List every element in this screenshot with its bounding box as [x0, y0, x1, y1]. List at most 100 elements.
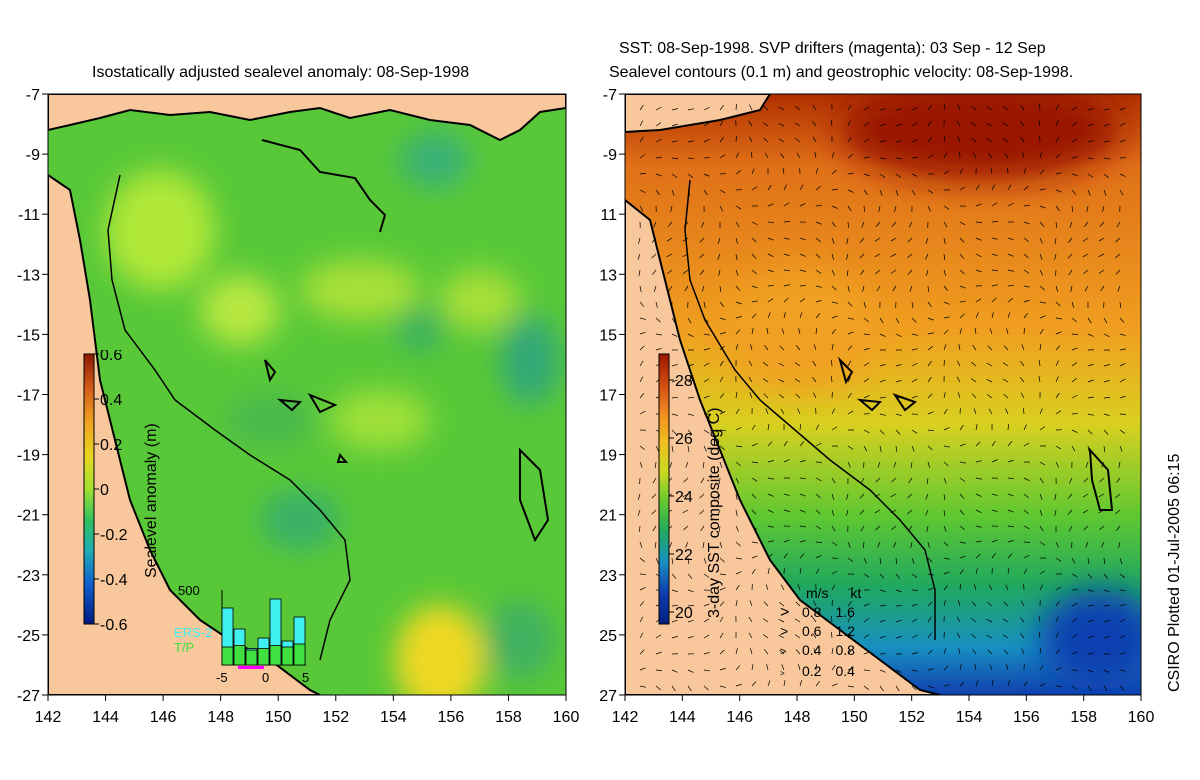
velocity-legend-ms: 0.2 [802, 663, 822, 679]
colorbar-tick-label: 0.2 [100, 437, 122, 454]
lat-tick-label: -25 [600, 628, 617, 645]
lon-tick-label: 160 [1128, 709, 1155, 726]
lon-tick-label: 148 [784, 709, 811, 726]
lon-tick-label: 156 [1013, 709, 1040, 726]
colorbar-tick-label: 20 [675, 605, 693, 622]
right-lon-ticks: 142 144 146 148 150 152 154 156 158 160 [612, 695, 1155, 726]
left-map-body [48, 94, 566, 695]
lat-tick-label: -13 [17, 267, 40, 284]
colorbar-tick-label: 0 [100, 482, 109, 499]
right-shelf-edge [684, 179, 936, 640]
lat-tick-label: -19 [17, 448, 40, 465]
velocity-legend-ms: 0.6 [802, 623, 822, 639]
lon-tick-label: 144 [669, 709, 696, 726]
lon-tick-label: 156 [438, 709, 465, 726]
lon-tick-label: 152 [322, 709, 349, 726]
inset-xtick: 5 [302, 670, 309, 685]
shelf-edge-line [107, 174, 351, 661]
altimeter-inset-histogram: 500 ERS-2 T/P -5 0 5 [174, 583, 309, 685]
australia-land [48, 173, 321, 695]
lat-tick-label: -11 [600, 207, 617, 224]
velocity-legend-header-kt: kt [850, 585, 862, 601]
sealevel-colorbar: 0.6 0.4 0.2 0 -0.2 -0.4 -0.6 [83, 350, 128, 630]
arrow-glyph-icon: > [780, 669, 785, 678]
colorbar-tick-label: -0.2 [100, 527, 128, 544]
velocity-legend-kt: 1.6 [835, 604, 855, 620]
arrow-glyph-icon: > [780, 623, 789, 639]
colorbar-tick-label: 24 [675, 489, 693, 506]
colorbar-tick-label: -0.6 [100, 617, 128, 630]
lon-tick-label: 146 [150, 709, 177, 726]
lat-tick-label: -21 [17, 508, 40, 525]
left-lon-ticks: 142 144 146 148 150 152 154 156 158 160 [35, 695, 580, 726]
colorbar-tick-label: 26 [675, 431, 693, 448]
colorbar-tick-label: 0.4 [100, 392, 122, 409]
lon-tick-label: 148 [207, 709, 234, 726]
lon-tick-label: 150 [265, 709, 292, 726]
velocity-legend-header: m/s kt [806, 584, 861, 603]
sst-colorbar-label: 3-day SST composite (deg C) [706, 407, 723, 618]
velocity-legend-row: >0.2 0.4 [780, 662, 861, 683]
sealevel-anomaly-field [105, 132, 560, 695]
lon-tick-label: 160 [553, 709, 580, 726]
inset-tp-bar [233, 645, 246, 666]
velocity-legend-row: >0.8 1.6 [780, 603, 861, 622]
left-lat-ticks: -7 -9 -11 -13 -15 -17 -19 -21 -23 -25 -27 [17, 87, 48, 705]
sealevel-colorbar-ramp [83, 353, 95, 625]
lat-tick-label: -25 [17, 628, 40, 645]
lat-tick-label: -27 [17, 688, 40, 705]
islands-outline [261, 139, 550, 543]
australia-land-r [625, 198, 941, 695]
lon-tick-label: 144 [92, 709, 119, 726]
inset-tp-bar [257, 648, 270, 666]
velocity-legend: m/s kt >0.8 1.6 >0.6 1.2 >0.4 0.8 >0.2 0.4 [780, 584, 861, 683]
lon-tick-label: 142 [35, 709, 62, 726]
inset-xtick: -5 [216, 670, 228, 685]
lat-tick-label: -11 [18, 207, 40, 224]
inset-tp-bar [293, 643, 306, 666]
lat-tick-label: -15 [600, 327, 617, 344]
inset-tp-bar [269, 645, 282, 666]
sst-colorbar-ramp [658, 353, 670, 625]
right-map-body [625, 94, 1141, 695]
inset-tp-bar [281, 646, 294, 666]
lat-tick-label: -27 [600, 688, 617, 705]
lat-tick-label: -17 [600, 388, 617, 405]
lat-tick-label: -17 [17, 388, 40, 405]
right-map-title-line2: Sealevel contours (0.1 m) and geostrophi… [609, 64, 1074, 81]
left-islands [264, 359, 349, 463]
lat-tick-label: -13 [600, 267, 617, 284]
colorbar-tick-label: -0.4 [100, 572, 128, 589]
velocity-legend-ms: 0.8 [802, 604, 822, 620]
lat-tick-label: -9 [26, 147, 40, 164]
lon-tick-label: 146 [726, 709, 753, 726]
arrow-glyph-icon: > [780, 604, 790, 621]
right-islands [838, 356, 1114, 511]
inset-magenta-bar [238, 666, 264, 669]
left-map: -7-9-11-13-15-17-19-21-23-25-27 142 144 14… [17, 87, 580, 726]
inset-legend-tp: T/P [174, 640, 194, 655]
lon-tick-label: 142 [612, 709, 639, 726]
velocity-legend-row: >0.6 1.2 [780, 622, 861, 641]
right-map: -7-9-11-13-15-17-19-21-23-25-27 14214414… [600, 87, 1155, 726]
arrow-glyph-icon: > [780, 646, 787, 658]
velocity-legend-kt: 0.8 [835, 642, 855, 658]
lon-tick-label: 150 [841, 709, 868, 726]
inset-xtick: 0 [262, 670, 269, 685]
lat-tick-label: -15 [17, 327, 40, 344]
velocity-legend-kt: 0.4 [835, 663, 855, 679]
colorbar-tick-label: 0.6 [100, 350, 122, 364]
lon-tick-label: 158 [1070, 709, 1097, 726]
lat-tick-label: -23 [600, 568, 617, 585]
lon-tick-label: 158 [495, 709, 522, 726]
right-lat-ticks: -7 -9 -11 -13 -15 -17 -19 -21 -23 -25 -27 [600, 87, 625, 705]
new-guinea-land [48, 94, 566, 142]
inset-tp-bar [245, 649, 258, 666]
velocity-legend-header-ms: m/s [806, 585, 829, 601]
lat-tick-label: -19 [600, 448, 617, 465]
plotted-timestamp: CSIRO Plotted 01-Jul-2005 06:15 [1166, 453, 1183, 692]
lat-tick-label: -9 [603, 147, 617, 164]
lat-tick-label: -7 [26, 87, 40, 104]
colorbar-tick-label: 28 [675, 373, 693, 390]
inset-ymax-label: 500 [178, 583, 200, 598]
